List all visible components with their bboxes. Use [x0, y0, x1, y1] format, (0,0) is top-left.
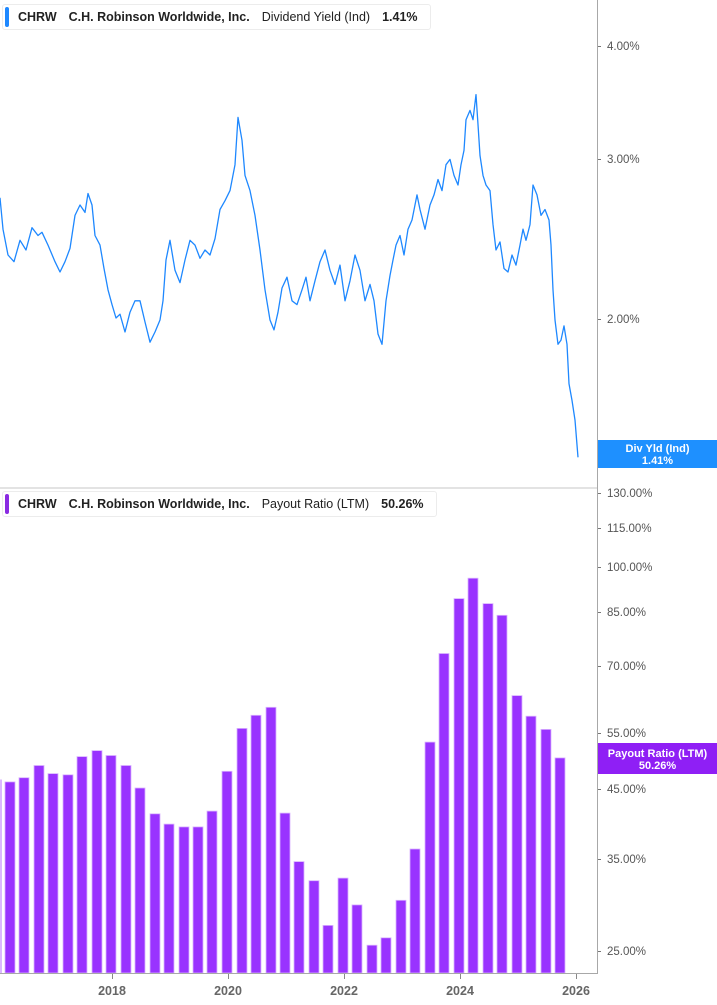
- y-tick-label: 45.00%: [598, 784, 646, 796]
- y-tick-label: 2.00%: [598, 314, 640, 326]
- payout-ratio-bar[interactable]: [163, 823, 175, 974]
- y-tick-label: 25.00%: [598, 946, 646, 958]
- x-tick-label: 2022: [330, 984, 358, 998]
- payout-ratio-bar[interactable]: [496, 614, 508, 974]
- x-tick-label: 2018: [98, 984, 126, 998]
- y-tick-label: 115.00%: [598, 523, 652, 535]
- payout-ratio-bar[interactable]: [221, 770, 233, 974]
- series-color-swatch: [5, 7, 9, 27]
- y-tick-label: 55.00%: [598, 728, 646, 740]
- badge-label: Div Yld (Ind): [625, 443, 690, 455]
- payout-ratio-bar[interactable]: [380, 937, 392, 974]
- series-color-swatch: [5, 494, 9, 514]
- x-tick-label: 2024: [446, 984, 474, 998]
- y-tick-label: 100.00%: [598, 562, 652, 574]
- y-tick-label: 4.00%: [598, 41, 640, 53]
- legend-metric: Dividend Yield (Ind): [261, 10, 371, 24]
- y-axis-line: [597, 0, 598, 973]
- payout-ratio-bar[interactable]: [279, 812, 291, 974]
- payout-ratio-bar[interactable]: [438, 653, 450, 974]
- payout-ratio-bar[interactable]: [91, 750, 103, 974]
- payout-ratio-legend[interactable]: CHRW C.H. Robinson Worldwide, Inc. Payou…: [2, 491, 437, 517]
- y-tick-label: 130.00%: [598, 488, 652, 500]
- payout-ratio-bar[interactable]: [18, 777, 30, 974]
- payout-ratio-bar[interactable]: [308, 880, 320, 974]
- payout-ratio-bar[interactable]: [351, 904, 363, 974]
- payout-ratio-bar[interactable]: [409, 848, 421, 974]
- x-tick-mark: [460, 974, 461, 979]
- y-tick-label: 70.00%: [598, 661, 646, 673]
- legend-company: C.H. Robinson Worldwide, Inc.: [68, 497, 250, 511]
- payout-ratio-bar[interactable]: [76, 756, 88, 974]
- payout-ratio-bar[interactable]: [424, 741, 436, 974]
- payout-ratio-bar[interactable]: [554, 757, 566, 974]
- legend-value: 1.41%: [382, 10, 418, 24]
- payout-ratio-bar[interactable]: [293, 861, 305, 974]
- payout-ratio-bar[interactable]: [33, 765, 45, 974]
- badge-value: 1.41%: [641, 455, 674, 467]
- x-tick-mark: [576, 974, 577, 979]
- payout-ratio-bar[interactable]: [250, 714, 262, 974]
- y-tick-label: 85.00%: [598, 607, 646, 619]
- current-value-badge-payout-ratio: Payout Ratio (LTM) 50.26%: [598, 743, 717, 774]
- payout-ratio-bar[interactable]: [395, 899, 407, 974]
- payout-ratio-bar[interactable]: [4, 781, 16, 974]
- payout-ratio-bar[interactable]: [337, 877, 349, 974]
- payout-ratio-bar[interactable]: [120, 765, 132, 974]
- payout-ratio-bar[interactable]: [62, 774, 74, 974]
- badge-label: Payout Ratio (LTM): [607, 748, 708, 760]
- payout-ratio-bar[interactable]: [105, 755, 117, 974]
- payout-ratio-bar[interactable]: [467, 577, 479, 974]
- legend-ticker: CHRW: [18, 10, 57, 24]
- dividend-yield-legend[interactable]: CHRW C.H. Robinson Worldwide, Inc. Divid…: [2, 4, 431, 30]
- payout-ratio-bar[interactable]: [482, 603, 494, 974]
- payout-ratio-bar[interactable]: [511, 695, 523, 974]
- panel-divider: [0, 487, 598, 489]
- x-axis-line: [0, 973, 598, 974]
- x-tick-mark: [344, 974, 345, 979]
- payout-ratio-bar[interactable]: [525, 715, 537, 974]
- current-value-badge-dividend-yield: Div Yld (Ind) 1.41%: [598, 440, 717, 468]
- y-tick-label: 35.00%: [598, 854, 646, 866]
- legend-value: 50.26%: [381, 497, 424, 511]
- payout-ratio-bar[interactable]: [149, 813, 161, 974]
- payout-ratio-bar[interactable]: [192, 826, 204, 974]
- payout-ratio-bar[interactable]: [540, 729, 552, 974]
- y-tick-label: 3.00%: [598, 154, 640, 166]
- payout-ratio-bar[interactable]: [206, 810, 218, 974]
- legend-metric: Payout Ratio (LTM): [261, 497, 370, 511]
- x-tick-mark: [228, 974, 229, 979]
- dividend-yield-line: [0, 93, 579, 458]
- legend-company: C.H. Robinson Worldwide, Inc.: [68, 10, 250, 24]
- badge-value: 50.26%: [638, 760, 677, 772]
- payout-ratio-bar[interactable]: [236, 728, 248, 974]
- payout-ratio-bar[interactable]: [366, 944, 378, 974]
- payout-ratio-bar[interactable]: [453, 598, 465, 974]
- x-tick-label: 2020: [214, 984, 242, 998]
- payout-ratio-bar[interactable]: [134, 787, 146, 974]
- payout-ratio-bar[interactable]: [265, 706, 277, 974]
- legend-ticker: CHRW: [18, 497, 57, 511]
- x-tick-mark: [112, 974, 113, 979]
- payout-ratio-bar[interactable]: [47, 773, 59, 974]
- x-tick-label: 2026: [562, 984, 590, 998]
- payout-ratio-bar[interactable]: [178, 826, 190, 974]
- payout-ratio-bar[interactable]: [322, 925, 334, 974]
